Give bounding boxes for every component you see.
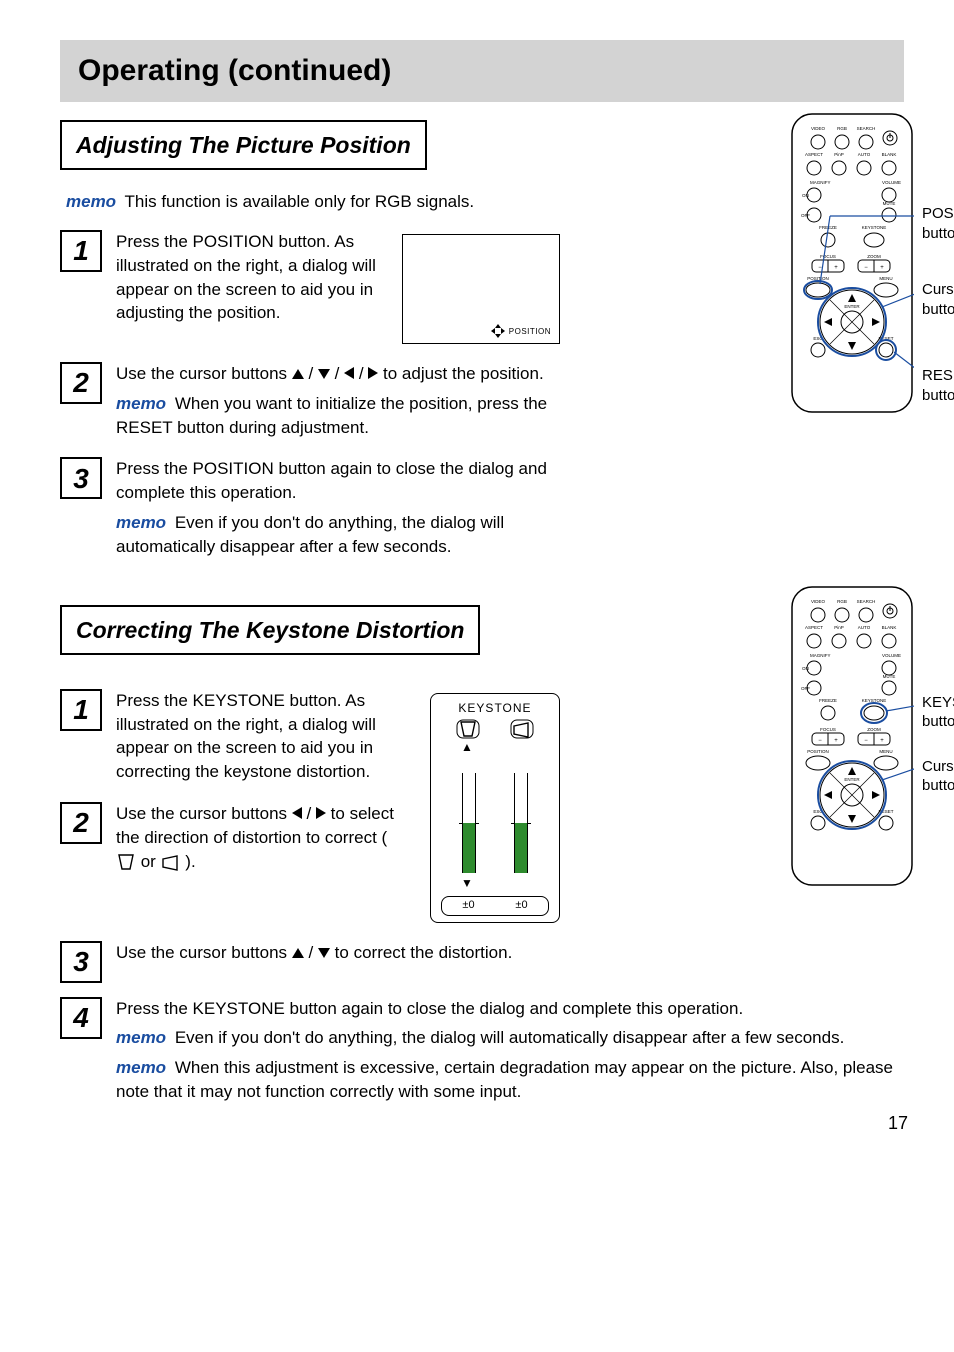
remote-diagram-a: POSITION button Cursor buttons RESET but…	[790, 112, 914, 421]
step-a1-text: Press the POSITION button. As illustrate…	[116, 230, 392, 325]
keystone-dialog: KEYSTONE ▲	[430, 693, 560, 923]
step-b4-text: Press the KEYSTONE button again to close…	[116, 997, 904, 1021]
step-num-box: 2	[60, 362, 102, 404]
step-b4-row: 4 Press the KEYSTONE button again to clo…	[60, 997, 904, 1104]
remote-diagram-b: KEYSTONE button Cursor buttons	[790, 585, 914, 894]
step-a1-row: 1 Press the POSITION button. As illustra…	[60, 230, 560, 344]
position-dialog: POSITION	[402, 234, 560, 344]
step-a3-memo: memo Even if you don't do anything, the …	[116, 511, 560, 559]
trap-v-icon	[456, 719, 480, 739]
step-b4-memo2: memo When this adjustment is excessive, …	[116, 1056, 904, 1104]
step-a2-text: Use the cursor buttons / / / to adjust t…	[116, 362, 560, 386]
step-b2-row: 2 Use the cursor buttons / to select the…	[60, 802, 410, 879]
step-b2-text: Use the cursor buttons / to select the d…	[116, 802, 410, 873]
page-heading: Operating (continued)	[60, 40, 904, 102]
trap-h-icon	[161, 853, 181, 871]
step-b1-row: 1 Press the KEYSTONE button. As illustra…	[60, 689, 410, 790]
callout-cursor-b: Cursor buttons	[922, 757, 954, 796]
arrow-left-icon	[292, 807, 302, 819]
memo-label: memo	[66, 192, 116, 211]
keystone-right-value: ±0	[515, 898, 527, 913]
step-b3-text: Use the cursor buttons / to correct the …	[116, 941, 904, 965]
keystone-up-arrow: ▲	[441, 739, 549, 756]
step-num-b3: 3	[73, 942, 89, 981]
keystone-title: KEYSTONE	[441, 700, 549, 717]
arrow-right-icon	[368, 367, 378, 379]
trap-v-icon	[116, 853, 136, 871]
step-num-b1: 1	[73, 690, 89, 729]
step-num-b4: 4	[73, 998, 89, 1037]
step-a2-row: 2 Use the cursor buttons / / / to adjust…	[60, 362, 560, 439]
step-num-1: 1	[73, 231, 89, 270]
step-num-b2: 2	[73, 803, 89, 842]
arrow-down-icon	[318, 948, 330, 958]
step-b3-row: 3 Use the cursor buttons / to correct th…	[60, 941, 904, 983]
keystone-down-arrow: ▼	[441, 875, 549, 892]
intro-text-a: This function is available only for RGB …	[125, 192, 475, 211]
section-title-a: Adjusting The Picture Position	[60, 120, 427, 170]
arrow-down-icon	[318, 369, 330, 379]
arrow-right-icon	[316, 807, 326, 819]
step-a2-memo: memo When you want to initialize the pos…	[116, 392, 560, 440]
step-num-box: 3	[60, 457, 102, 499]
keystone-bar-left	[463, 823, 475, 873]
step-b1-text: Press the KEYSTONE button. As illustrate…	[116, 689, 410, 784]
arrow-left-icon	[344, 367, 354, 379]
callout-position: POSITION button	[922, 204, 954, 243]
step-num-box: 1	[60, 230, 102, 272]
step-a3-row: 3 Press the POSITION button again to clo…	[60, 457, 560, 558]
step-a3-text: Press the POSITION button again to close…	[116, 457, 560, 505]
callout-keystone: KEYSTONE button	[922, 693, 954, 732]
trap-h-icon	[510, 719, 534, 739]
position-arrow-cluster	[491, 324, 505, 338]
section-keystone: Correcting The Keystone Distortion 1 Pre…	[60, 605, 904, 1104]
section-adjusting-position: Adjusting The Picture Position memo This…	[60, 120, 904, 569]
keystone-bar-right	[515, 823, 527, 873]
callout-reset: RESET button	[922, 366, 954, 405]
page-number: 17	[888, 1111, 908, 1136]
keystone-left-value: ±0	[462, 898, 474, 913]
position-dialog-label: POSITION	[509, 326, 551, 337]
arrow-up-icon	[292, 948, 304, 958]
callout-cursor: Cursor buttons	[922, 280, 954, 319]
step-num-3: 3	[73, 459, 89, 498]
section-title-b: Correcting The Keystone Distortion	[60, 605, 480, 655]
arrow-up-icon	[292, 369, 304, 379]
intro-memo-a: memo This function is available only for…	[60, 190, 904, 214]
step-num-2: 2	[73, 363, 89, 402]
step-b4-memo1: memo Even if you don't do anything, the …	[116, 1026, 904, 1050]
